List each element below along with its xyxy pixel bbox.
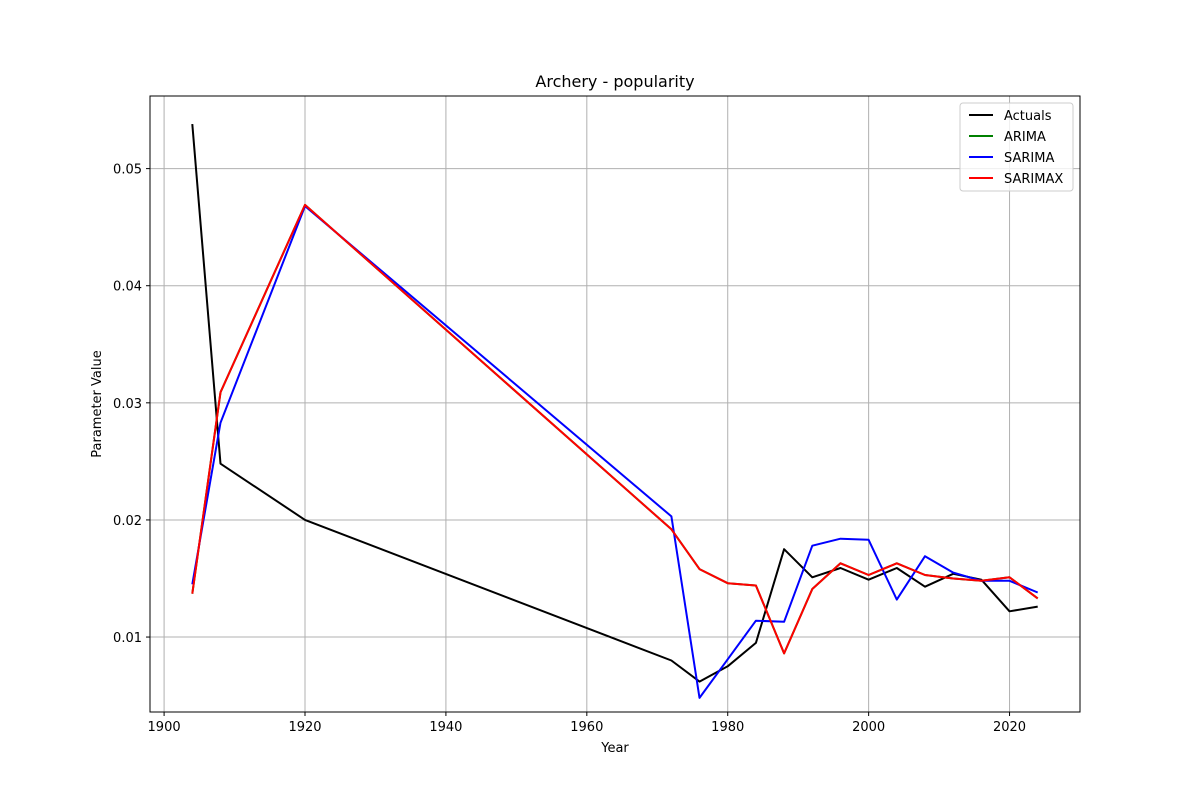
legend-label-actuals: Actuals <box>1004 109 1052 124</box>
series-line-sarima <box>191 205 1039 699</box>
x-tick-label: 1960 <box>570 720 603 735</box>
y-tick-label: 0.04 <box>113 280 142 295</box>
legend-label-sarimax: SARIMAX <box>1004 172 1063 187</box>
x-tick-label: 2020 <box>993 720 1026 735</box>
x-axis-label: Year <box>600 741 629 756</box>
y-axis-label: Parameter Value <box>90 350 105 457</box>
y-tick-label: 0.03 <box>113 397 142 412</box>
legend: Actuals ARIMA SARIMA SARIMAX <box>959 102 1074 192</box>
series-line-arima <box>191 203 1039 655</box>
x-tick-label: 1980 <box>711 720 744 735</box>
plot-area-frame <box>149 95 1081 713</box>
legend-label-arima: ARIMA <box>1004 130 1046 145</box>
x-tick-label: 1900 <box>148 720 181 735</box>
series-lines <box>191 124 1039 699</box>
y-tick-label: 0.05 <box>113 163 142 178</box>
x-tick-label: 2000 <box>852 720 885 735</box>
y-tick-label: 0.01 <box>113 631 142 646</box>
x-tick-label: 1940 <box>429 720 462 735</box>
chart-title: Archery - popularity <box>535 72 694 91</box>
axis-ticks: 1900 1920 1940 1960 1980 2000 2020 0.01 0.02 0.03… <box>113 163 1026 735</box>
x-tick-label: 1920 <box>288 720 321 735</box>
y-tick-label: 0.02 <box>113 514 142 529</box>
grid <box>150 96 1080 712</box>
legend-label-sarima: SARIMA <box>1004 151 1054 166</box>
series-line-sarimax <box>191 203 1039 655</box>
legend-box <box>959 102 1074 192</box>
